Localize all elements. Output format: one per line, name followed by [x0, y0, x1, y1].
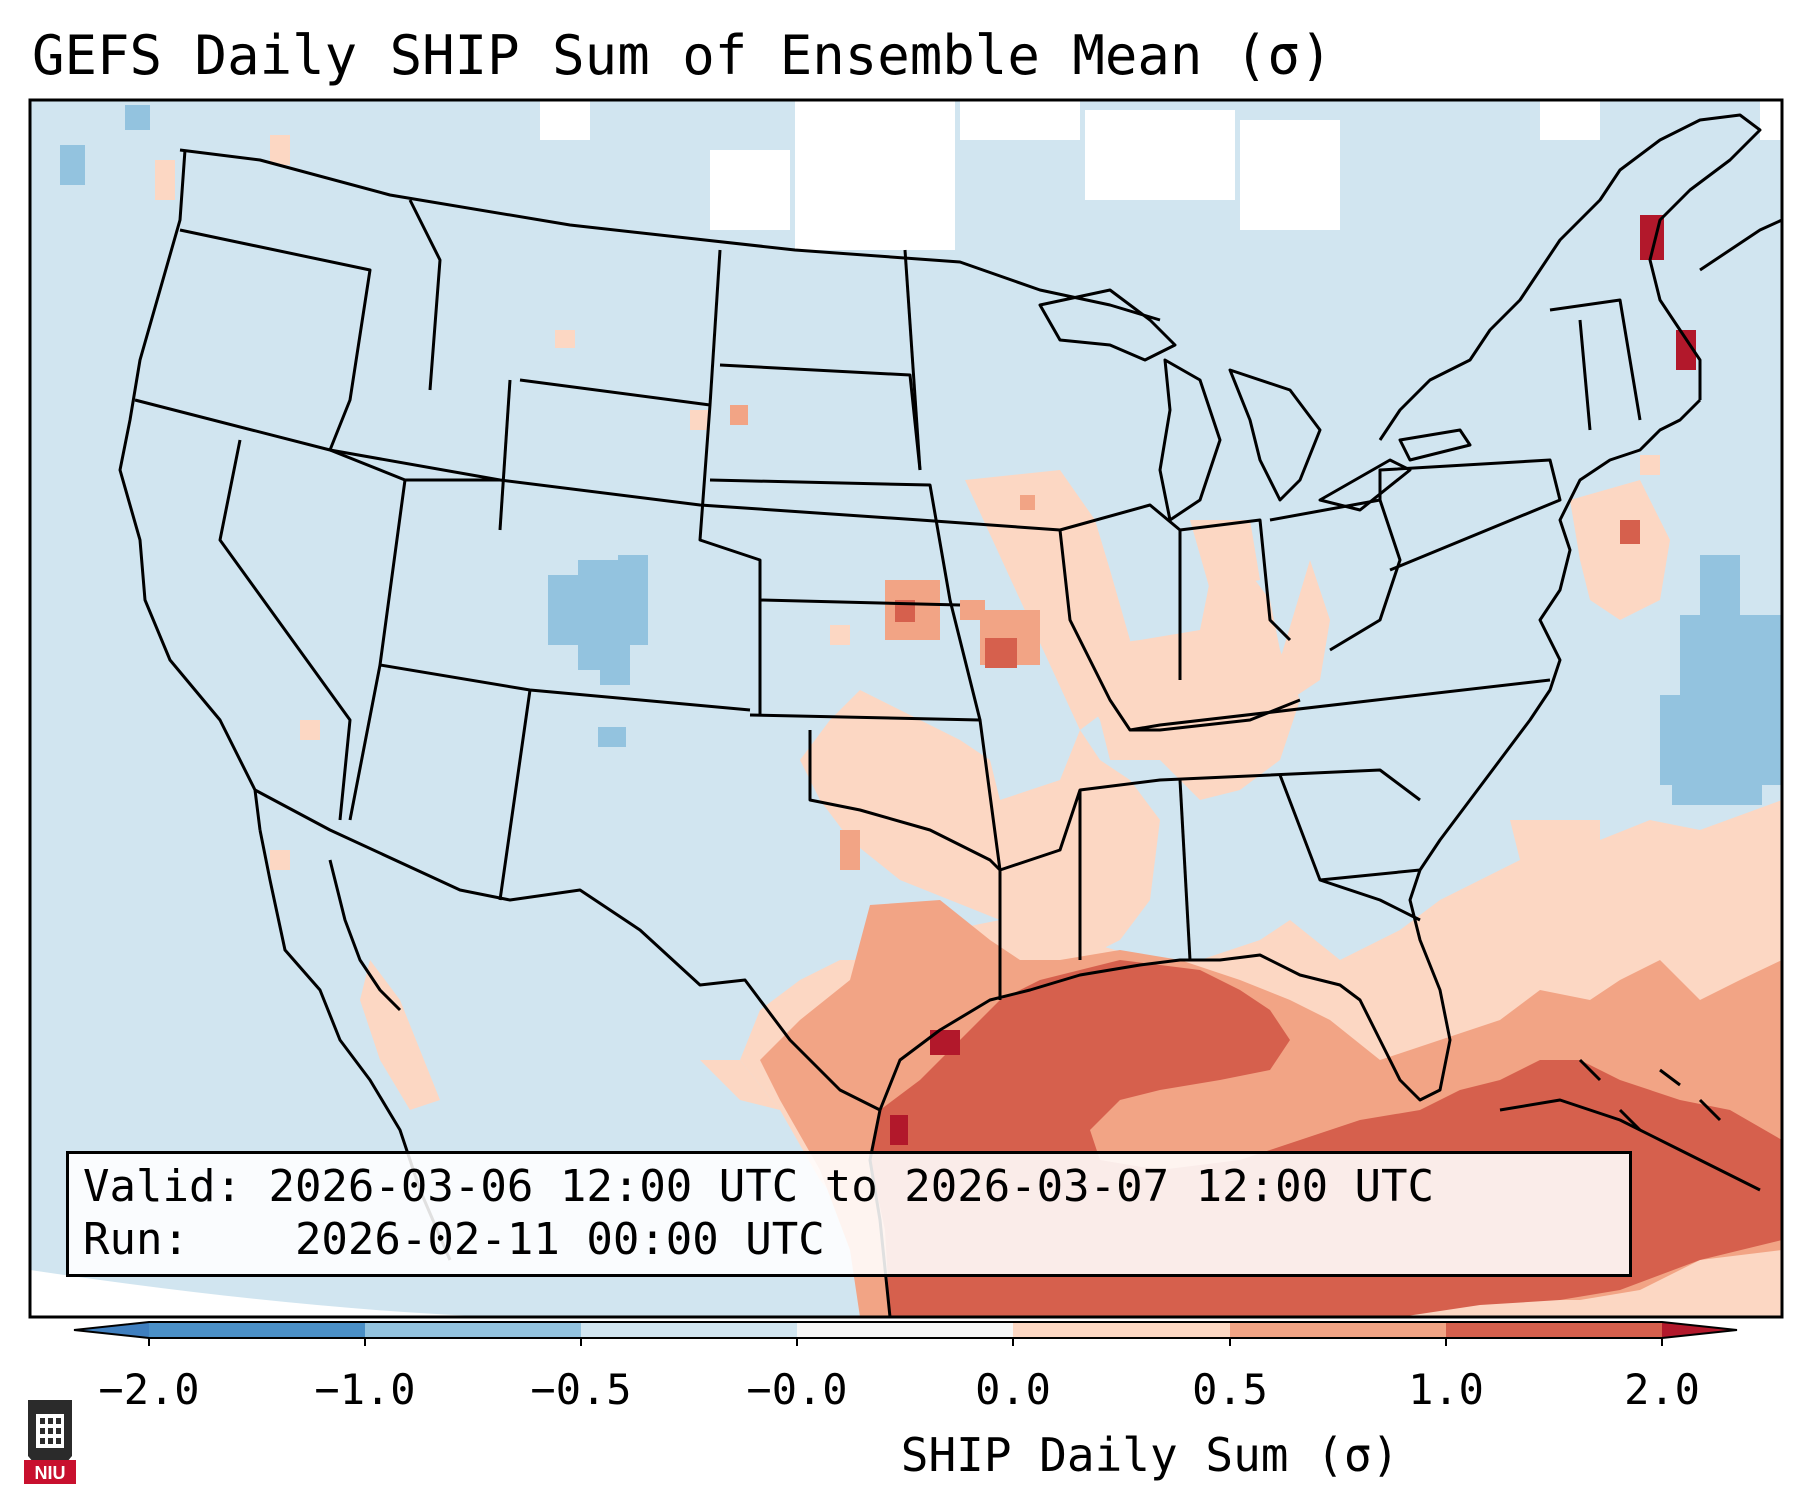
run-value: 2026-02-11 00:00 UTC — [294, 1214, 825, 1265]
colorbar-bin-neg05-0 — [581, 1322, 797, 1338]
below-normal-region — [60, 105, 1782, 805]
colorbar-tick-label: −0.5 — [530, 1365, 632, 1414]
map-frame — [28, 98, 1784, 1319]
colorbar-bin-neg1-neg05 — [365, 1322, 581, 1338]
colorbar-tick-label: 2.0 — [1624, 1365, 1700, 1414]
logo-text: NIU — [35, 1463, 66, 1483]
colorbar-tick-label: 0.5 — [1192, 1365, 1268, 1414]
colorbar-bin-0 — [797, 1322, 1013, 1338]
map-plot-area — [30, 100, 1782, 1317]
colorbar-tick-label: 0.0 — [975, 1365, 1051, 1414]
valid-value: 2026-03-06 12:00 UTC to 2026-03-07 12:00… — [268, 1161, 1435, 1212]
colorbar-ticks — [148, 1338, 1663, 1346]
niu-logo-icon: NIU — [24, 1400, 76, 1484]
valid-label: Valid: — [83, 1161, 242, 1212]
colorbar-tick-label: 1.0 — [1408, 1365, 1484, 1414]
valid-run-infobox: Valid: 2026-03-06 12:00 UTC to 2026-03-0… — [66, 1151, 1632, 1277]
colorbar-label: SHIP Daily Sum (σ) — [900, 1428, 1400, 1482]
colorbar-extend-min — [74, 1322, 149, 1338]
colorbar-tick-label: −2.0 — [98, 1365, 200, 1414]
colorbar-bin-05-1 — [1230, 1322, 1446, 1338]
map-title: GEFS Daily SHIP Sum of Ensemble Mean (σ) — [32, 24, 1333, 87]
colorbar — [73, 1321, 1738, 1346]
run-label: Run: — [83, 1214, 189, 1265]
near-normal-region — [30, 100, 1782, 1317]
colorbar-bin-1-2 — [1446, 1322, 1662, 1338]
colorbar-bin-0-05 — [1013, 1322, 1230, 1338]
colorbar-extend-max — [1662, 1322, 1737, 1338]
colorbar-tick-label: −1.0 — [314, 1365, 416, 1414]
valid-line: Valid: 2026-03-06 12:00 UTC to 2026-03-0… — [83, 1160, 1434, 1214]
colorbar-tick-label: −0.0 — [746, 1365, 848, 1414]
run-line: Run: 2026-02-11 00:00 UTC — [83, 1213, 825, 1267]
colorbar-bin-neg2-neg1 — [149, 1322, 365, 1338]
